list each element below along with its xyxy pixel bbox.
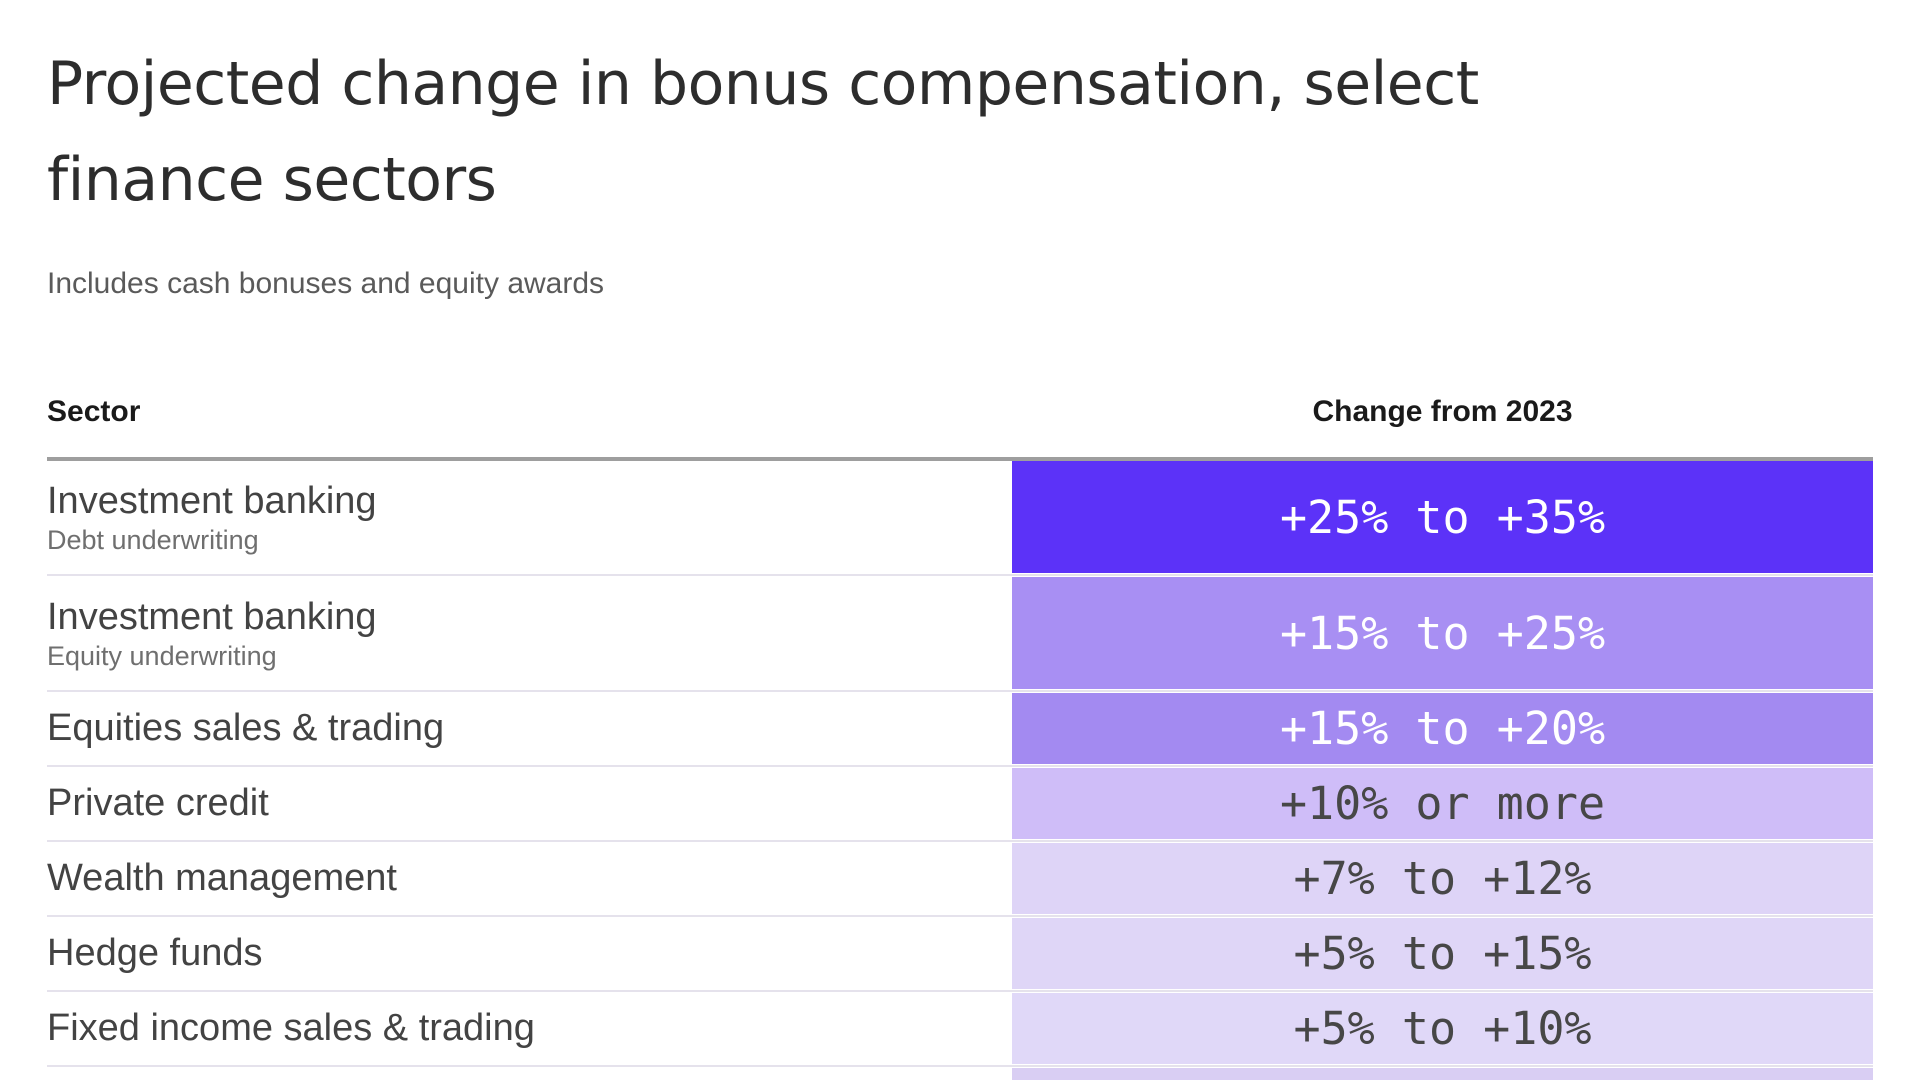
sector-label: Investment banking (47, 479, 377, 522)
row-separator (47, 914, 1873, 918)
row-separator (47, 839, 1873, 843)
change-value-cell: +7% to +12% (1012, 843, 1873, 914)
page-title: Projected change in bonus compensation, … (47, 36, 1873, 228)
page-title-line-1: Projected change in bonus compensation, … (47, 49, 1479, 119)
sector-label: Investment banking (47, 595, 377, 638)
sector-cell: Fixed income sales & trading (47, 993, 1012, 1064)
row-separator (47, 764, 1873, 768)
table-row: Investment banking Debt underwriting +25… (47, 461, 1873, 573)
sector-label: Fixed income sales & trading (47, 1007, 535, 1049)
column-header-change: Change from 2023 (1312, 395, 1573, 428)
change-value-cell: +5% to +15% (1012, 918, 1873, 989)
sector-detail: Equity underwriting (47, 640, 277, 671)
sector-cell: Wealth management (47, 843, 1012, 914)
table-row: Wealth management +7% to +12% (47, 843, 1873, 914)
page-title-line-2: finance sectors (47, 145, 497, 215)
row-separator (47, 573, 1873, 577)
sector-label: Equities sales & trading (47, 707, 445, 749)
change-value-cell: +15% to +25% (1012, 577, 1873, 689)
sector-label: Wealth management (47, 857, 397, 899)
bonus-change-table: Investment banking Debt underwriting +25… (47, 457, 1873, 1080)
row-separator (47, 689, 1873, 693)
table-row-partial (47, 1068, 1873, 1080)
sector-cell (47, 1068, 1012, 1080)
change-value-cell: +10% or more (1012, 768, 1873, 839)
change-value-cell (1012, 1068, 1873, 1080)
sector-cell: Equities sales & trading (47, 693, 1012, 764)
change-value-cell: +25% to +35% (1012, 461, 1873, 573)
row-separator (47, 989, 1873, 993)
sector-cell: Hedge funds (47, 918, 1012, 989)
column-headers: Sector Change from 2023 (47, 394, 1873, 430)
change-value-cell: +15% to +20% (1012, 693, 1873, 764)
sector-cell: Investment banking Equity underwriting (47, 577, 1012, 689)
chart-container: Projected change in bonus compensation, … (47, 36, 1873, 1080)
sector-detail: Debt underwriting (47, 524, 259, 555)
column-header-sector: Sector (47, 395, 141, 428)
sector-cell: Investment banking Debt underwriting (47, 461, 1012, 573)
table-row: Investment banking Equity underwriting +… (47, 577, 1873, 689)
sector-label: Private credit (47, 782, 269, 824)
table-row: Hedge funds +5% to +15% (47, 918, 1873, 989)
table-row: Equities sales & trading +15% to +20% (47, 693, 1873, 764)
page-subtitle: Includes cash bonuses and equity awards (47, 267, 605, 300)
table-row: Private credit +10% or more (47, 768, 1873, 839)
table-row: Fixed income sales & trading +5% to +10% (47, 993, 1873, 1064)
sector-label: Hedge funds (47, 932, 263, 974)
change-value-cell: +5% to +10% (1012, 993, 1873, 1064)
sector-cell: Private credit (47, 768, 1012, 839)
row-separator (47, 1064, 1873, 1068)
